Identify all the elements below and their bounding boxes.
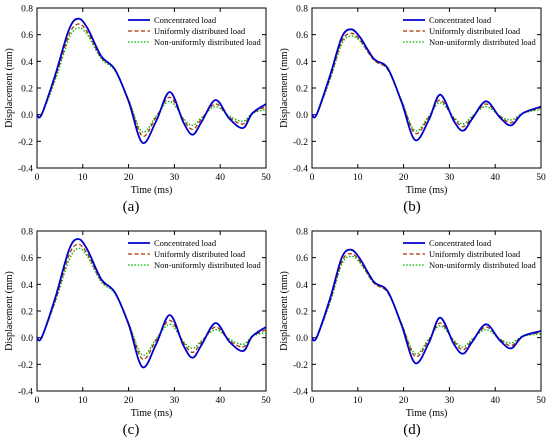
x-tick-label: 10 [78,396,88,406]
panel-label-a: (a) [122,199,140,215]
x-tick-label: 30 [445,396,455,406]
y-tick-label: 0.4 [21,58,33,68]
y-tick-label: -0.4 [293,388,308,398]
y-tick-label: 0.0 [21,111,33,121]
legend-label-dotted: Non-uniformly distributed load [154,37,261,47]
series-line-solid-b [311,28,542,142]
y-axis-title-a: Displacement (mm) [4,48,15,128]
y-tick-label: 0.0 [296,334,308,344]
series-line-solid-c [36,238,267,369]
y-tick-label: 0.6 [21,254,33,264]
x-tick-label: 30 [170,396,180,406]
legend-label-solid: Concentrated load [154,238,217,248]
chart-panel-c: 0 10 20 30 40 50 -0.4 -0.2 0.0 0.2 0.4 0.6 0.8 Time (… [0,223,275,446]
chart-c: 0 10 20 30 40 50 -0.4 -0.2 0.0 0.2 0.4 0.6 0.8 Time (… [4,228,271,420]
y-tick-label: 0.4 [21,281,33,291]
x-tick-label: 40 [215,396,225,406]
y-tick-label: 0.8 [21,5,33,15]
x-tick-label: 10 [353,396,363,406]
y-tick-label: 0.6 [296,254,308,264]
y-tick-label: 0.4 [296,281,308,291]
y-tick-label: 0.8 [296,5,308,15]
y-tick-label: -0.4 [18,165,33,175]
y-axis-title-d: Displacement (mm) [279,271,290,351]
y-tick-label: 0.0 [21,334,33,344]
x-tick-label: 20 [124,396,134,406]
legend-label-solid: Concentrated load [154,15,217,25]
y-tick-label: 0.2 [21,308,33,318]
x-axis-title-d: Time (ms) [406,408,448,419]
x-tick-label: 40 [215,173,225,183]
legend-label-solid: Concentrated load [429,238,492,248]
y-tick-label: -0.2 [18,138,33,148]
x-tick-label: 0 [310,173,315,183]
y-tick-label: -0.2 [293,361,308,371]
y-tick-label: -0.4 [18,388,33,398]
x-tick-label: 30 [170,173,180,183]
x-tick-label: 30 [445,173,455,183]
x-tick-label: 20 [399,396,409,406]
x-tick-label: 20 [399,173,409,183]
y-tick-label: 0.6 [21,31,33,41]
panel-label-d: (d) [403,422,421,438]
series-line-solid-d [311,248,542,365]
series-line-dashed-a [36,23,267,137]
y-axis-title-c: Displacement (mm) [4,271,15,351]
series-line-dotted-d [311,255,542,355]
legend-label-dashed: Uniformly distributed load [429,249,521,259]
x-tick-label: 0 [35,396,40,406]
series-line-dotted-a [36,27,267,133]
x-tick-label: 50 [261,396,271,406]
x-tick-label: 50 [536,173,546,183]
legend-label-dashed: Uniformly distributed load [154,249,246,259]
y-tick-label: 0.2 [21,85,33,95]
x-tick-label: 10 [353,173,363,183]
chart-d: 0 10 20 30 40 50 -0.4 -0.2 0.0 0.2 0.4 0.6 0.8 Time (… [279,228,546,420]
x-tick-label: 10 [78,173,88,183]
x-tick-label: 20 [124,173,134,183]
y-tick-label: 0.8 [21,228,33,238]
x-axis-title-b: Time (ms) [406,185,448,196]
x-tick-label: 0 [35,173,40,183]
chart-panel-a: 0 10 20 30 40 50 -0.4 -0.2 0.0 0.2 0.4 0.6 0.8 Time (… [0,0,275,223]
chart-panel-b: 0 10 20 30 40 50 -0.4 -0.2 0.0 0.2 0.4 0.6 0.8 Time (… [275,0,550,223]
y-tick-label: 0.4 [296,58,308,68]
legend-label-solid: Concentrated load [429,15,492,25]
series-line-solid-a [36,17,267,144]
legend-label-dotted: Non-uniformly distributed load [429,260,536,270]
y-tick-label: 0.2 [296,308,308,318]
panel-label-b: (b) [403,199,421,215]
series-line-dotted-b [311,35,542,132]
panel-label-c: (c) [122,422,140,438]
x-tick-label: 50 [536,396,546,406]
chart-b: 0 10 20 30 40 50 -0.4 -0.2 0.0 0.2 0.4 0.6 0.8 Time (… [279,5,546,197]
x-tick-label: 0 [310,396,315,406]
y-tick-label: 0.6 [296,31,308,41]
y-tick-label: -0.4 [293,165,308,175]
series-line-dashed-b [311,32,542,135]
legend-label-dotted: Non-uniformly distributed load [154,260,261,270]
y-tick-label: -0.2 [18,361,33,371]
y-axis-title-b: Displacement (mm) [279,48,290,128]
x-tick-label: 40 [490,173,500,183]
x-tick-label: 40 [490,396,500,406]
legend-label-dashed: Uniformly distributed load [429,26,521,36]
legend-label-dashed: Uniformly distributed load [154,26,246,36]
y-tick-label: 0.0 [296,111,308,121]
y-tick-label: 0.2 [296,85,308,95]
y-tick-label: 0.8 [296,228,308,238]
legend-label-dotted: Non-uniformly distributed load [429,37,536,47]
chart-a: 0 10 20 30 40 50 -0.4 -0.2 0.0 0.2 0.4 0.6 0.8 Time (… [4,5,271,197]
chart-panel-d: 0 10 20 30 40 50 -0.4 -0.2 0.0 0.2 0.4 0.6 0.8 Time (… [275,223,550,446]
y-tick-label: -0.2 [293,138,308,148]
x-axis-title-a: Time (ms) [131,185,173,196]
x-axis-title-c: Time (ms) [131,408,173,419]
x-tick-label: 50 [261,173,271,183]
